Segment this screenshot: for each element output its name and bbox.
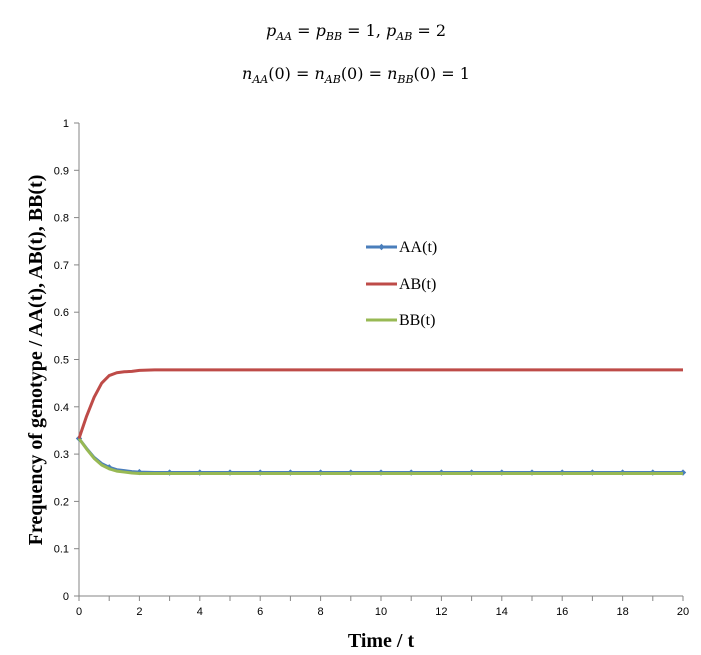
series-line-aa — [77, 437, 683, 475]
legend-label-aa: AA(t) — [399, 239, 437, 256]
y-tick-label: 0 — [63, 591, 69, 603]
y-tick-label: 0.6 — [54, 307, 69, 319]
x-tick-label: 4 — [197, 606, 203, 618]
y-tick-label: 0.8 — [54, 213, 69, 225]
chart-title: pAA = pBB = 1, pAB = 2 nAA(0) = nAB(0) = … — [242, 21, 470, 86]
y-tick-label: 0.5 — [54, 355, 69, 367]
y-tick-label: 0.2 — [54, 496, 69, 508]
y-ticks: 0 0.1 0.2 0.3 0.4 0.5 0.6 0.7 0.8 0.9 1 — [54, 118, 79, 603]
x-tick-label: 18 — [616, 606, 628, 618]
series — [75, 368, 687, 476]
x-tick-label: 20 — [677, 606, 689, 618]
x-axis-title: Time / t — [348, 630, 415, 652]
series-line-ab — [77, 368, 683, 439]
legend: AA(t) AB(t) BB(t) — [366, 239, 437, 329]
x-tick-label: 0 — [76, 606, 82, 618]
x-tick-label: 16 — [556, 606, 568, 618]
y-tick-label: 0.3 — [54, 449, 69, 461]
x-tick-label: 14 — [496, 606, 508, 618]
x-tick-label: 10 — [375, 606, 387, 618]
axes — [78, 123, 683, 597]
legend-label-bb: BB(t) — [399, 312, 435, 329]
y-tick-label: 0.1 — [54, 544, 69, 556]
y-axis-title: Frequency of genotype / AA(t), AB(t), BB… — [25, 175, 47, 546]
series-line-bb — [77, 437, 683, 475]
x-tick-label: 2 — [136, 606, 142, 618]
y-tick-label: 0.4 — [54, 402, 69, 414]
y-tick-label: 0.7 — [54, 260, 69, 272]
title-line: nAA(0) = nAB(0) = nBB(0) = 1 — [242, 64, 470, 86]
legend-marker-aa — [378, 243, 385, 251]
x-tick-label: 12 — [435, 606, 447, 618]
x-tick-label: 6 — [257, 606, 263, 618]
x-ticks: 0 2 4 6 8 10 12 14 16 18 20 — [76, 596, 689, 618]
y-tick-label: 0.9 — [54, 165, 69, 177]
title-line: pAA = pBB = 1, pAB = 2 — [266, 21, 446, 43]
legend-label-ab: AB(t) — [399, 276, 436, 293]
x-tick-label: 8 — [318, 606, 324, 618]
y-tick-label: 1 — [63, 118, 69, 130]
